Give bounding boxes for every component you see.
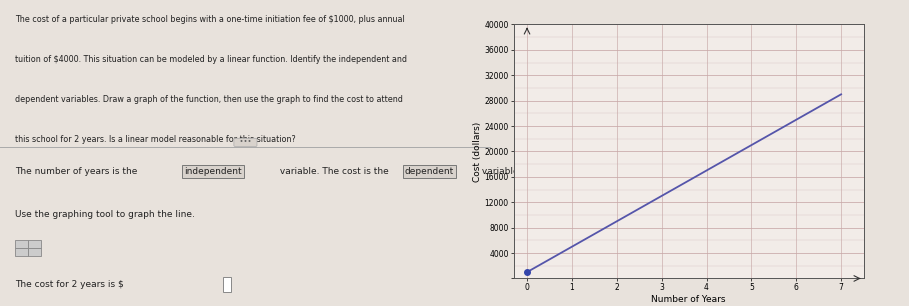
FancyBboxPatch shape [15, 248, 27, 256]
Y-axis label: Cost (dollars): Cost (dollars) [473, 121, 482, 181]
Text: •••: ••• [235, 139, 256, 145]
FancyBboxPatch shape [28, 240, 41, 248]
Text: variable. The cost is the: variable. The cost is the [277, 167, 392, 176]
FancyBboxPatch shape [28, 248, 41, 256]
Text: The number of years is the: The number of years is the [15, 167, 140, 176]
Text: tuition of $4000. This situation can be modeled by a linear function. Identify t: tuition of $4000. This situation can be … [15, 55, 406, 64]
Text: this school for 2 years. Is a linear model reasonable for this situation?: this school for 2 years. Is a linear mod… [15, 135, 295, 144]
Text: independent: independent [184, 167, 242, 176]
Text: The cost of a particular private school begins with a one-time initiation fee of: The cost of a particular private school … [15, 15, 405, 24]
X-axis label: Number of Years: Number of Years [652, 295, 725, 304]
Text: The cost for 2 years is $: The cost for 2 years is $ [15, 280, 124, 289]
Text: dependent: dependent [405, 167, 454, 176]
Text: Use the graphing tool to graph the line.: Use the graphing tool to graph the line. [15, 210, 195, 219]
Text: dependent variables. Draw a graph of the function, then use the graph to find th: dependent variables. Draw a graph of the… [15, 95, 403, 104]
Text: variable.: variable. [478, 167, 521, 176]
FancyBboxPatch shape [15, 240, 27, 248]
